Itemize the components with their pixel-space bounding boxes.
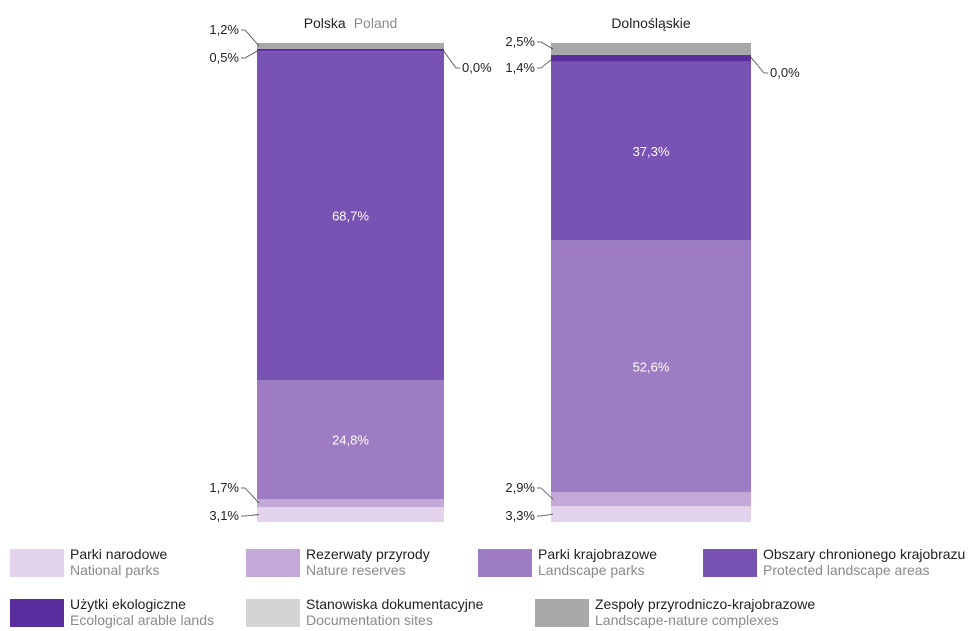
- bar-segment-protected-landscape: [257, 51, 444, 381]
- data-label: 1,4%: [505, 60, 535, 75]
- data-label: 2,9%: [505, 480, 535, 495]
- leader-line: [537, 41, 554, 50]
- bar-segment-nature-reserves: [551, 492, 751, 507]
- column-dolnoslaskie: Dolnośląskie 3,3% 2,9% 52,6% 37,3% 1,4% 0,0% 2,…: [505, 15, 800, 523]
- data-label: 1,7%: [209, 480, 239, 495]
- legend-label-pl: Stanowiska dokumentacyjne: [306, 596, 484, 612]
- legend-label-pl: Użytki ekologiczne: [70, 596, 186, 612]
- data-label: 1,2%: [209, 22, 239, 37]
- bar-segment-landscape-complexes: [257, 43, 444, 49]
- legend-swatch: [535, 599, 589, 627]
- legend-item-landscape-parks: Parki krajobrazowe Landscape parks: [478, 546, 657, 578]
- legend-label-en: Landscape parks: [538, 562, 645, 578]
- legend-label-pl: Obszary chronionego krajobrazu: [763, 546, 966, 562]
- column-title: Polska Poland: [304, 15, 398, 31]
- legend-label-en: Nature reserves: [306, 562, 406, 578]
- legend-item-landscape-complexes: Zespoły przyrodniczo-krajobrazowe Landsc…: [535, 596, 815, 628]
- bar-segment-ecological-lands: [551, 54, 751, 62]
- data-label: 24,8%: [332, 433, 369, 448]
- legend-item-documentation-sites: Stanowiska dokumentacyjne Documentation …: [246, 596, 483, 628]
- data-label: 0,0%: [462, 60, 492, 75]
- bar-segment-national-parks: [551, 506, 751, 522]
- legend-label-en: Ecological arable lands: [70, 612, 214, 628]
- column-poland: Polska Poland 3,1% 1,7% 24,8% 68,7% 0,5% 0,0% 1,…: [209, 15, 492, 523]
- bar-segment-landscape-complexes: [551, 43, 751, 55]
- legend-item-protected-landscape: Obszary chronionego krajobrazu Protected…: [703, 546, 965, 578]
- legend-swatch: [10, 549, 64, 577]
- data-label: 0,0%: [770, 65, 800, 80]
- legend-label-pl: Parki narodowe: [70, 546, 168, 562]
- data-label: 0,5%: [209, 50, 239, 65]
- bar-segment-ecological-lands: [257, 48, 444, 52]
- data-label: 3,3%: [505, 508, 535, 523]
- legend-label-en: National parks: [70, 562, 160, 578]
- legend-item-ecological-lands: Użytki ekologiczne Ecological arable lan…: [10, 596, 214, 628]
- column-title: Dolnośląskie: [611, 15, 691, 31]
- legend-item-national-parks: Parki narodowe National parks: [10, 546, 167, 578]
- leader-line: [241, 487, 260, 504]
- data-label: 2,5%: [505, 34, 535, 49]
- legend-item-nature-reserves: Rezerwaty przyrody Nature reserves: [246, 546, 430, 578]
- leader-line: [241, 29, 260, 47]
- legend-label-en: Documentation sites: [306, 612, 433, 628]
- legend-swatch: [703, 549, 757, 577]
- data-label: 37,3%: [633, 144, 670, 159]
- legend-label-pl: Rezerwaty przyrody: [306, 546, 430, 562]
- legend-swatch: [246, 549, 300, 577]
- stacked-bar-chart: Polska Poland 3,1% 1,7% 24,8% 68,7% 0,5% 0,0% 1,…: [209, 15, 800, 523]
- bar-segment-protected-landscape: [551, 61, 751, 241]
- data-label: 3,1%: [209, 508, 239, 523]
- bar-segment-nature-reserves: [257, 499, 444, 508]
- leader-line: [537, 58, 554, 69]
- data-label: 52,6%: [633, 359, 670, 374]
- legend-swatch: [246, 599, 300, 627]
- leader-line: [441, 48, 460, 69]
- bar-segment-landscape-parks: [257, 380, 444, 500]
- legend-label-en: Landscape-nature complexes: [595, 612, 779, 628]
- leader-line: [241, 514, 260, 517]
- data-label: 68,7%: [332, 209, 369, 224]
- leader-line: [748, 54, 768, 74]
- bar-segment-national-parks: [257, 507, 444, 522]
- legend-swatch: [10, 599, 64, 627]
- leader-line: [537, 487, 554, 500]
- legend-label-en: Protected landscape areas: [763, 562, 930, 578]
- leader-line: [537, 513, 554, 517]
- bar-segment-landscape-parks: [551, 240, 751, 493]
- leader-line: [241, 49, 260, 59]
- legend-label-pl: Parki krajobrazowe: [538, 546, 658, 562]
- legend-label-pl: Zespoły przyrodniczo-krajobrazowe: [595, 596, 816, 612]
- legend-swatch: [478, 549, 532, 577]
